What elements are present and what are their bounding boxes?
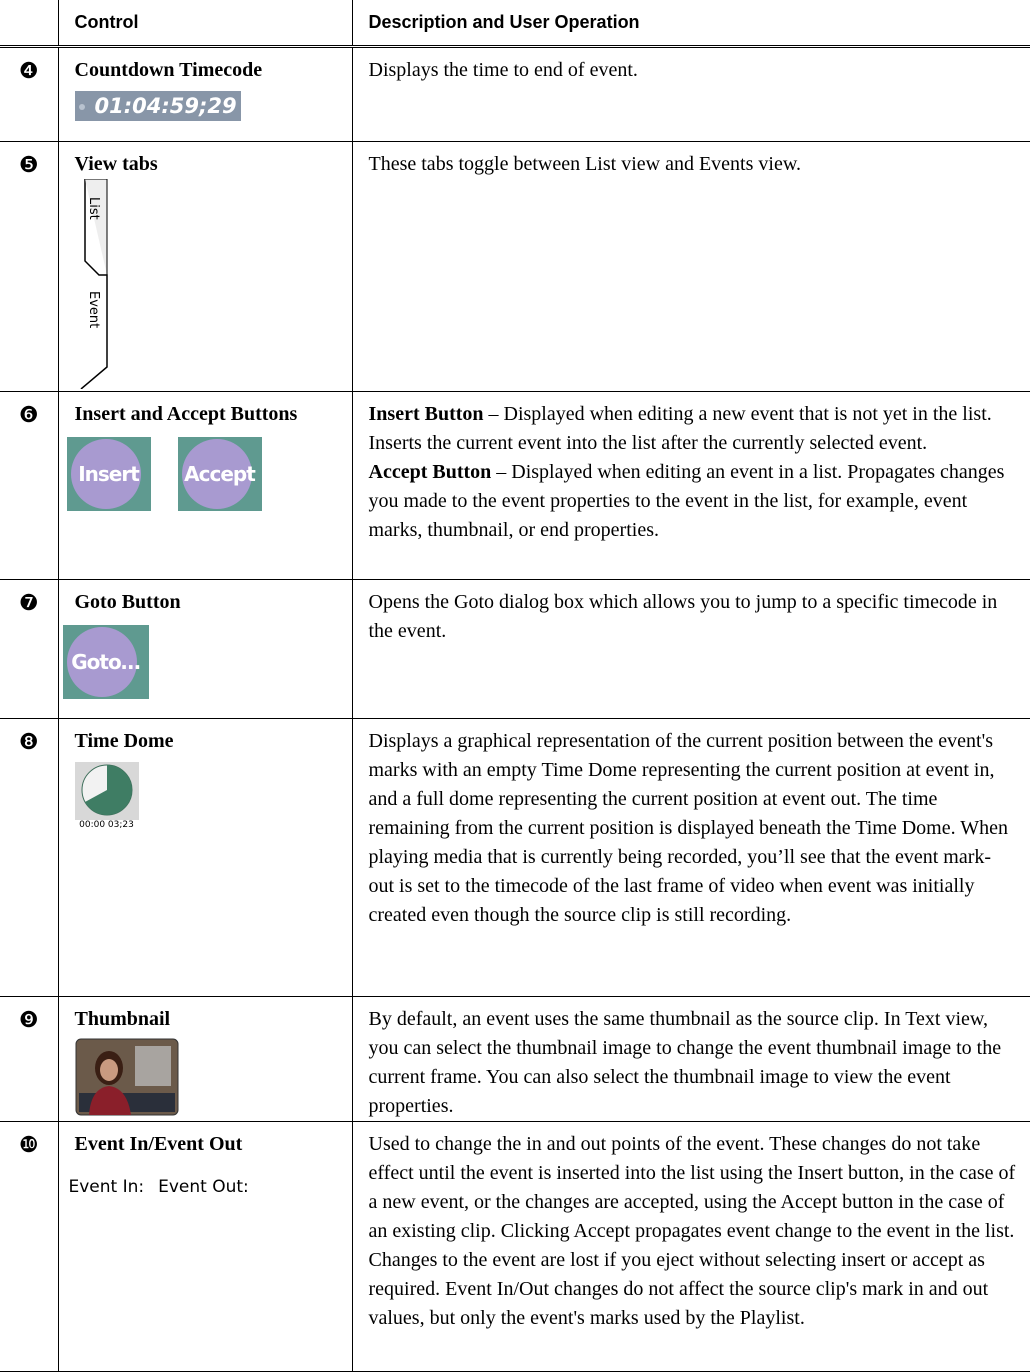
control-name: Thumbnail (74, 1007, 171, 1030)
control-cell: Countdown Timecode 01:04:59;29 (57, 45, 353, 142)
row-number: ❻ (0, 390, 59, 580)
label-text: Event In: (68, 1176, 145, 1197)
control-name: Time Dome (74, 729, 174, 752)
description-cell: By default, an event uses the same thumb… (351, 995, 1030, 1122)
row: ❿ Event In/Event Out Event In: Event Out:… (0, 1120, 1030, 1372)
row-number: ❾ (0, 995, 59, 1122)
description: Opens the Goto dialog box which allows y… (368, 590, 998, 642)
header-cell: Control (57, 0, 353, 48)
description: Accept Button – Displayed when editing a… (369, 458, 1017, 545)
header-cell (0, 0, 59, 48)
description-cell: Opens the Goto dialog box which allows y… (351, 578, 1030, 719)
description: By default, an event uses the same thumb… (368, 1007, 1002, 1117)
event-out-label: Event Out: (152, 1162, 249, 1207)
row-number: ❼ (0, 578, 59, 719)
time-label: 00:00 03;23 (79, 819, 134, 830)
description: These tabs toggle between List view and … (368, 152, 801, 175)
term: Insert Button (368, 402, 484, 425)
control-name: Goto Button (74, 590, 181, 613)
row: ❻ Insert and Accept Buttons Insert Accep… (0, 390, 1030, 580)
row: ❹ Countdown Timecode 01:04:59;29 Display… (0, 45, 1030, 142)
insert-button: Insert (66, 436, 151, 511)
description: Displays the time to end of event. (368, 58, 638, 81)
control-name: Insert and Accept Buttons (74, 402, 298, 425)
row-number: ❹ (0, 45, 59, 142)
header-row: Control Description and User Operation (0, 0, 1030, 48)
row-number: ❽ (0, 717, 59, 997)
control-name: View tabs (74, 152, 158, 175)
row: ❾ Thumbnail By default, an event uses th… (0, 995, 1030, 1122)
time-dome-widget: 00:00 03;23 (74, 761, 139, 831)
text: – Displayed when editing an event in a l… (368, 460, 1005, 541)
description: Insert Button – Displayed when editing a… (369, 400, 1017, 458)
row: ❽ Time Dome 00:00 03;23 Displays a graph… (0, 717, 1030, 997)
row: ❼ Goto Button Goto… Opens the Goto dialo… (0, 578, 1030, 719)
button-label: Insert (78, 461, 140, 486)
button-label: Accept (184, 461, 256, 486)
term: Accept Button (368, 460, 492, 483)
accept-button: Accept (177, 436, 262, 511)
description-cell: Insert Button – Displayed when editing a… (351, 390, 1030, 580)
button-label: Goto… (71, 649, 140, 674)
description-cell: Used to change the in and out points of … (351, 1120, 1030, 1372)
control-name: Countdown Timecode (74, 58, 263, 81)
description-cell: Displays a graphical representation of t… (351, 717, 1030, 997)
description-cell: These tabs toggle between List view and … (351, 140, 1030, 392)
header-cell: Description and User Operation (351, 0, 1030, 48)
control-cell: Thumbnail (57, 995, 353, 1122)
row-number: ❺ (0, 140, 59, 392)
label-text: Event Out: (158, 1176, 249, 1197)
time-dome (74, 761, 139, 820)
control-cell: Goto Button Goto… (57, 578, 353, 719)
description: Displays a graphical representation of t… (368, 729, 1009, 926)
row: ❺ View tabs List Event These tabs toggle… (0, 140, 1030, 392)
tab-outline (84, 178, 107, 275)
control-cell: View tabs List Event (57, 140, 353, 392)
description-cell: Displays the time to end of event. (351, 45, 1030, 142)
goto-button: Goto… (62, 624, 149, 699)
view-tabs-widget: List Event (80, 178, 108, 389)
tab-label: Event (86, 291, 101, 328)
control-name: Event In/Event Out (74, 1132, 243, 1155)
control-cell: Insert and Accept Buttons Insert Accept (57, 390, 353, 580)
event-in-label: Event In: (62, 1162, 145, 1207)
timecode-widget: 01:04:59;29 (74, 90, 241, 121)
text: – Displayed when editing a new event tha… (368, 402, 992, 454)
tab-label: List (86, 197, 101, 220)
thumbnail (75, 1038, 178, 1115)
control-cell: Event In/Event Out Event In: Event Out: (57, 1120, 353, 1372)
description: Used to change the in and out points of … (368, 1132, 1016, 1329)
control-cell: Time Dome 00:00 03;23 (57, 717, 353, 997)
row-number: ❿ (0, 1120, 59, 1372)
